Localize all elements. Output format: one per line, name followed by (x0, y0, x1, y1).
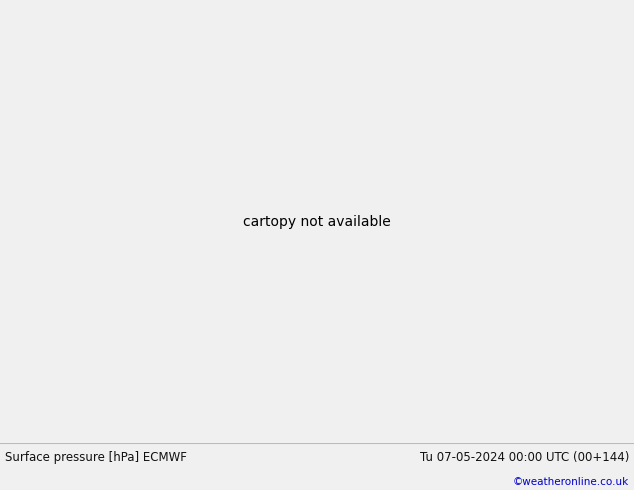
Text: Tu 07-05-2024 00:00 UTC (00+144): Tu 07-05-2024 00:00 UTC (00+144) (420, 451, 629, 464)
Text: cartopy not available: cartopy not available (243, 215, 391, 229)
Text: Surface pressure [hPa] ECMWF: Surface pressure [hPa] ECMWF (5, 451, 187, 464)
Text: ©weatheronline.co.uk: ©weatheronline.co.uk (513, 477, 629, 487)
